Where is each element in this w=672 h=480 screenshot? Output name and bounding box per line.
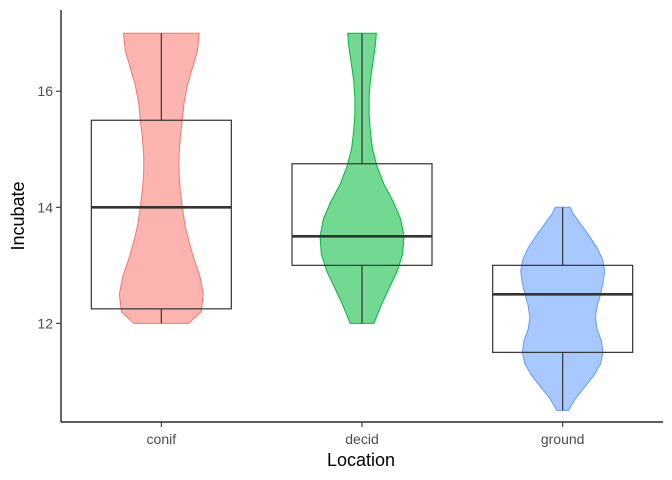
y-tick-label: 16 xyxy=(37,83,53,99)
x-tick-label-decid: decid xyxy=(345,431,378,447)
boxplot-layer xyxy=(90,33,634,411)
x-axis-ticks: conif decid ground xyxy=(147,422,585,447)
box-conif xyxy=(90,119,232,310)
box-decid xyxy=(291,163,433,266)
violin-ground xyxy=(520,206,606,411)
x-axis-title: Location xyxy=(327,450,395,470)
x-tick-label-conif: conif xyxy=(147,431,177,447)
y-axis-ticks: 12 14 16 xyxy=(37,83,61,331)
y-tick-label: 14 xyxy=(37,199,53,215)
y-axis-title: Incubate xyxy=(8,181,28,250)
violin-layer xyxy=(118,32,606,411)
violin-conif xyxy=(118,32,204,324)
box-ground xyxy=(492,264,634,353)
y-tick-label: 12 xyxy=(37,315,53,331)
x-tick-label-ground: ground xyxy=(541,431,585,447)
